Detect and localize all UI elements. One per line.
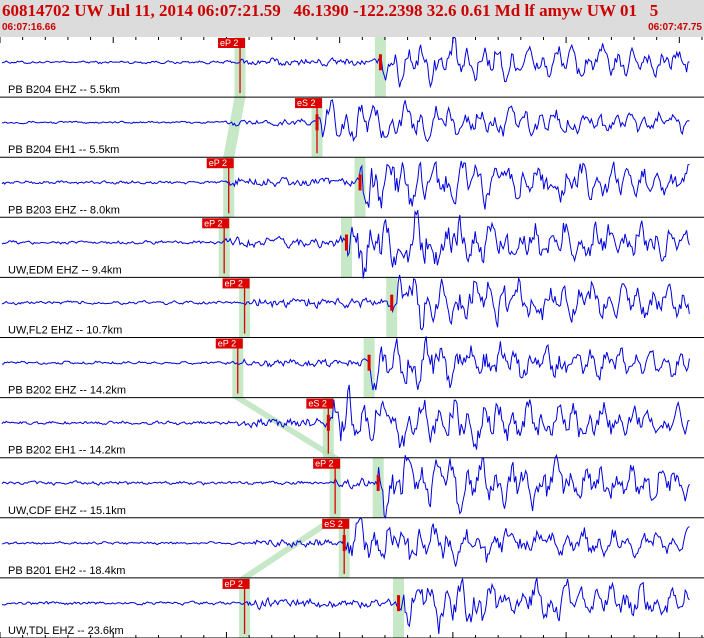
waveform (1, 577, 690, 634)
pick-flag (306, 398, 334, 409)
s-arrival-marker (344, 234, 348, 251)
event-header: 60814702 UW Jul 11, 2014 06:07:21.59 46.… (0, 0, 704, 37)
waveform (1, 517, 690, 567)
trace-label: PB B202 EH1 -- 14.2km (8, 445, 125, 457)
pick-flag (206, 158, 234, 169)
trace-panels: eP 2 PB B204 EHZ -- 5.5km eS 2 PB B204 EH1 … (0, 37, 704, 638)
s-arrival-marker (376, 474, 380, 491)
waveform (2, 336, 690, 391)
waveform (1, 453, 690, 519)
s-arrival-marker (326, 414, 330, 431)
trace-label: PB B202 EHZ -- 14.2km (8, 385, 126, 397)
trace-panel: eS 2 PB B204 EH1 -- 5.5km (0, 98, 704, 158)
waveform (1, 99, 690, 143)
trace-label: PB B204 EH1 -- 5.5km (8, 144, 119, 156)
pick-flag (313, 458, 341, 469)
waveform (1, 274, 690, 331)
pick-label: eS 2 (297, 98, 316, 108)
trace-panel: eS 2 PB B202 EH1 -- 14.2km (0, 384, 704, 459)
trace-panel: eP 2 PB B202 EHZ -- 14.2km (0, 336, 704, 399)
trace-label: UW,CDF EHZ -- 15.1km (8, 505, 126, 517)
seismogram-plot: eP 2 PB B204 EHZ -- 5.5km eS 2 PB B204 EH1 … (0, 37, 704, 638)
trace-panel: eP 2 UW,TDL EHZ -- 23.6km (0, 577, 704, 638)
event-title: 60814702 UW Jul 11, 2014 06:07:21.59 46.… (2, 1, 659, 20)
pick-flag (218, 38, 246, 48)
pick-label: eS 2 (324, 519, 343, 529)
pick-flag (215, 338, 243, 349)
trace-label: UW,FL2 EHZ -- 10.7km (8, 325, 122, 337)
s-arrival-marker (358, 174, 362, 191)
waveform (1, 384, 690, 450)
trace-panel: eP 2 PB B203 EHZ -- 8.0km (0, 158, 704, 218)
trace-panel: eP 2 PB B204 EHZ -- 5.5km (0, 37, 704, 98)
trace-label: PB B201 EH2 -- 18.4km (8, 565, 125, 577)
s-arrival-marker (315, 114, 319, 131)
trace-label: PB B204 EHZ -- 5.5km (8, 84, 120, 96)
trace-panel: eS 2 PB B201 EH2 -- 18.4km (0, 517, 704, 579)
pick-flag (322, 518, 350, 529)
trace-panel: eP 2 UW,EDM EHZ -- 9.4km (0, 209, 704, 279)
s-arrival-marker (390, 294, 394, 311)
end-time-label: 06:07:47.75 (648, 22, 702, 33)
pick-label: eP 2 (209, 158, 227, 168)
s-arrival-marker (378, 54, 382, 71)
s-arrival-marker (367, 354, 371, 371)
s-arrival-marker (342, 535, 346, 552)
pick-flag (222, 578, 250, 589)
pick-label: eP 2 (315, 459, 333, 469)
trace-panel: eP 2 UW,CDF EHZ -- 15.1km (0, 453, 704, 519)
pick-flag (295, 98, 323, 109)
pick-label: eP 2 (225, 278, 243, 288)
start-time-label: 06:07:16.66 (2, 22, 56, 33)
waveform (1, 37, 690, 89)
pick-label: eP 2 (204, 218, 222, 228)
pick-flag (222, 278, 250, 289)
trace-panel: eP 2 UW,FL2 EHZ -- 10.7km (0, 274, 704, 338)
trace-label: UW,TDL EHZ -- 23.6km (8, 625, 124, 637)
pick-label: eP 2 (225, 579, 243, 589)
trace-label: UW,EDM EHZ -- 9.4km (8, 264, 122, 276)
trace-label: PB B203 EHZ -- 8.0km (8, 204, 120, 216)
waveform (1, 160, 690, 210)
s-moveout-band (311, 37, 404, 638)
pick-flag (202, 218, 230, 229)
pick-label: eP 2 (220, 38, 238, 48)
pick-label: eS 2 (308, 399, 327, 409)
pick-label: eP 2 (218, 339, 236, 349)
s-arrival-marker (397, 595, 401, 612)
